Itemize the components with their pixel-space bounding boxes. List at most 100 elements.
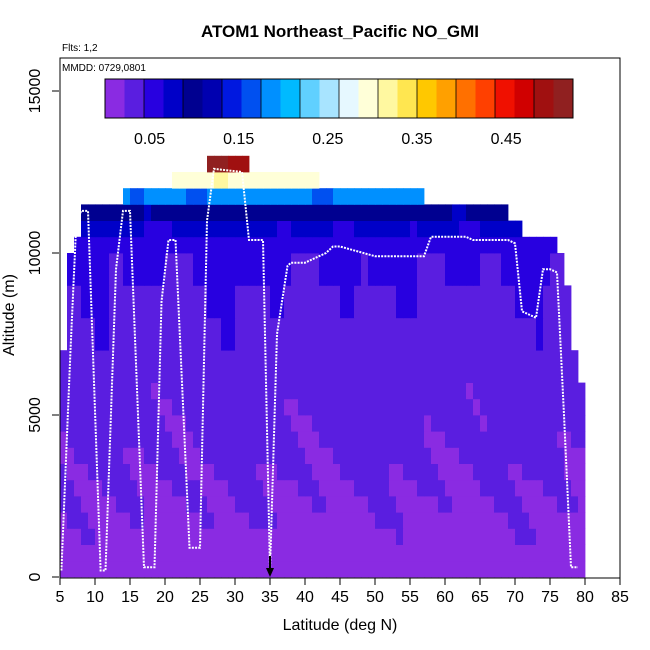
heatmap-cell — [459, 544, 467, 562]
heatmap-cell — [403, 528, 411, 545]
heatmap-cell — [424, 544, 432, 562]
heatmap-cell — [235, 512, 243, 529]
heatmap-cell — [137, 512, 145, 529]
heatmap-cell — [179, 188, 187, 205]
heatmap-cell — [123, 496, 131, 513]
heatmap-cell — [424, 253, 432, 286]
heatmap-cell — [333, 415, 341, 432]
heatmap-cell — [221, 317, 229, 351]
heatmap-cell — [151, 447, 159, 464]
heatmap-cell — [74, 382, 82, 400]
heatmap-cell — [571, 528, 579, 545]
heatmap-cell — [130, 463, 138, 481]
heatmap-cell — [312, 253, 320, 286]
heatmap-cell — [501, 496, 509, 513]
heatmap-cell — [81, 496, 89, 513]
heatmap-cell — [242, 236, 250, 254]
heatmap-cell — [452, 398, 460, 416]
heatmap-cell — [74, 512, 82, 529]
heatmap-cell — [95, 253, 103, 286]
heatmap-cell — [410, 447, 418, 464]
heatmap-cell — [200, 544, 208, 562]
heatmap-cell — [319, 528, 327, 545]
heatmap-cells — [60, 155, 586, 578]
heatmap-cell — [172, 204, 180, 221]
heatmap-cell — [109, 285, 117, 319]
heatmap-cell — [550, 479, 558, 497]
heatmap-cell — [130, 188, 138, 205]
heatmap-cell — [438, 350, 446, 383]
heatmap-cell — [200, 496, 208, 513]
heatmap-cell — [522, 496, 530, 513]
heatmap-cell — [431, 398, 439, 416]
heatmap-cell — [298, 447, 306, 464]
heatmap-cell — [228, 172, 236, 189]
heatmap-cell — [501, 431, 509, 448]
heatmap-cell — [144, 560, 152, 578]
heatmap-cell — [186, 447, 194, 464]
heatmap-cell — [543, 512, 551, 529]
heatmap-cell — [60, 431, 68, 448]
heatmap-cell — [137, 350, 145, 383]
heatmap-cell — [305, 447, 313, 464]
x-tick-label: 15 — [121, 589, 139, 606]
heatmap-cell — [410, 479, 418, 497]
heatmap-cell — [375, 350, 383, 383]
heatmap-cell — [522, 528, 530, 545]
colorbar-swatch — [241, 79, 262, 118]
heatmap-cell — [368, 431, 376, 448]
heatmap-cell — [116, 463, 124, 481]
heatmap-cell — [333, 204, 341, 221]
heatmap-cell — [284, 220, 292, 238]
heatmap-cell — [186, 236, 194, 254]
heatmap-cell — [445, 253, 453, 286]
heatmap-cell — [494, 447, 502, 464]
heatmap-cell — [368, 479, 376, 497]
heatmap-cell — [340, 253, 348, 286]
heatmap-cell — [466, 253, 474, 286]
heatmap-cell — [529, 544, 537, 562]
heatmap-cell — [214, 398, 222, 416]
heatmap-cell — [172, 253, 180, 286]
heatmap-cell — [277, 317, 285, 351]
heatmap-cell — [60, 479, 68, 497]
heatmap-cell — [116, 431, 124, 448]
heatmap-cell — [179, 560, 187, 578]
heatmap-cell — [508, 479, 516, 497]
heatmap-cell — [480, 382, 488, 400]
heatmap-cell — [249, 236, 257, 254]
heatmap-cell — [536, 447, 544, 464]
heatmap-cell — [445, 544, 453, 562]
heatmap-cell — [564, 560, 572, 578]
heatmap-cell — [95, 431, 103, 448]
heatmap-cell — [536, 463, 544, 481]
heatmap-cell — [368, 512, 376, 529]
heatmap-cell — [256, 253, 264, 286]
heatmap-cell — [123, 415, 131, 432]
heatmap-cell — [368, 188, 376, 205]
heatmap-cell — [144, 236, 152, 254]
heatmap-cell — [74, 253, 82, 286]
heatmap-cell — [368, 236, 376, 254]
heatmap-cell — [417, 188, 425, 205]
heatmap-cell — [466, 382, 474, 400]
heatmap-cell — [207, 560, 215, 578]
heatmap-cell — [249, 398, 257, 416]
heatmap-cell — [270, 463, 278, 481]
heatmap-cell — [340, 285, 348, 319]
heatmap-cell — [116, 560, 124, 578]
x-tick-label: 55 — [401, 589, 419, 606]
heatmap-cell — [431, 350, 439, 383]
heatmap-cell — [466, 512, 474, 529]
heatmap-cell — [263, 398, 271, 416]
heatmap-cell — [410, 528, 418, 545]
heatmap-cell — [473, 220, 481, 238]
heatmap-cell — [305, 253, 313, 286]
heatmap-cell — [172, 172, 180, 189]
heatmap-cell — [445, 431, 453, 448]
heatmap-cell — [179, 528, 187, 545]
heatmap-cell — [536, 512, 544, 529]
heatmap-cell — [207, 479, 215, 497]
heatmap-cell — [564, 415, 572, 432]
heatmap-cell — [165, 285, 173, 319]
